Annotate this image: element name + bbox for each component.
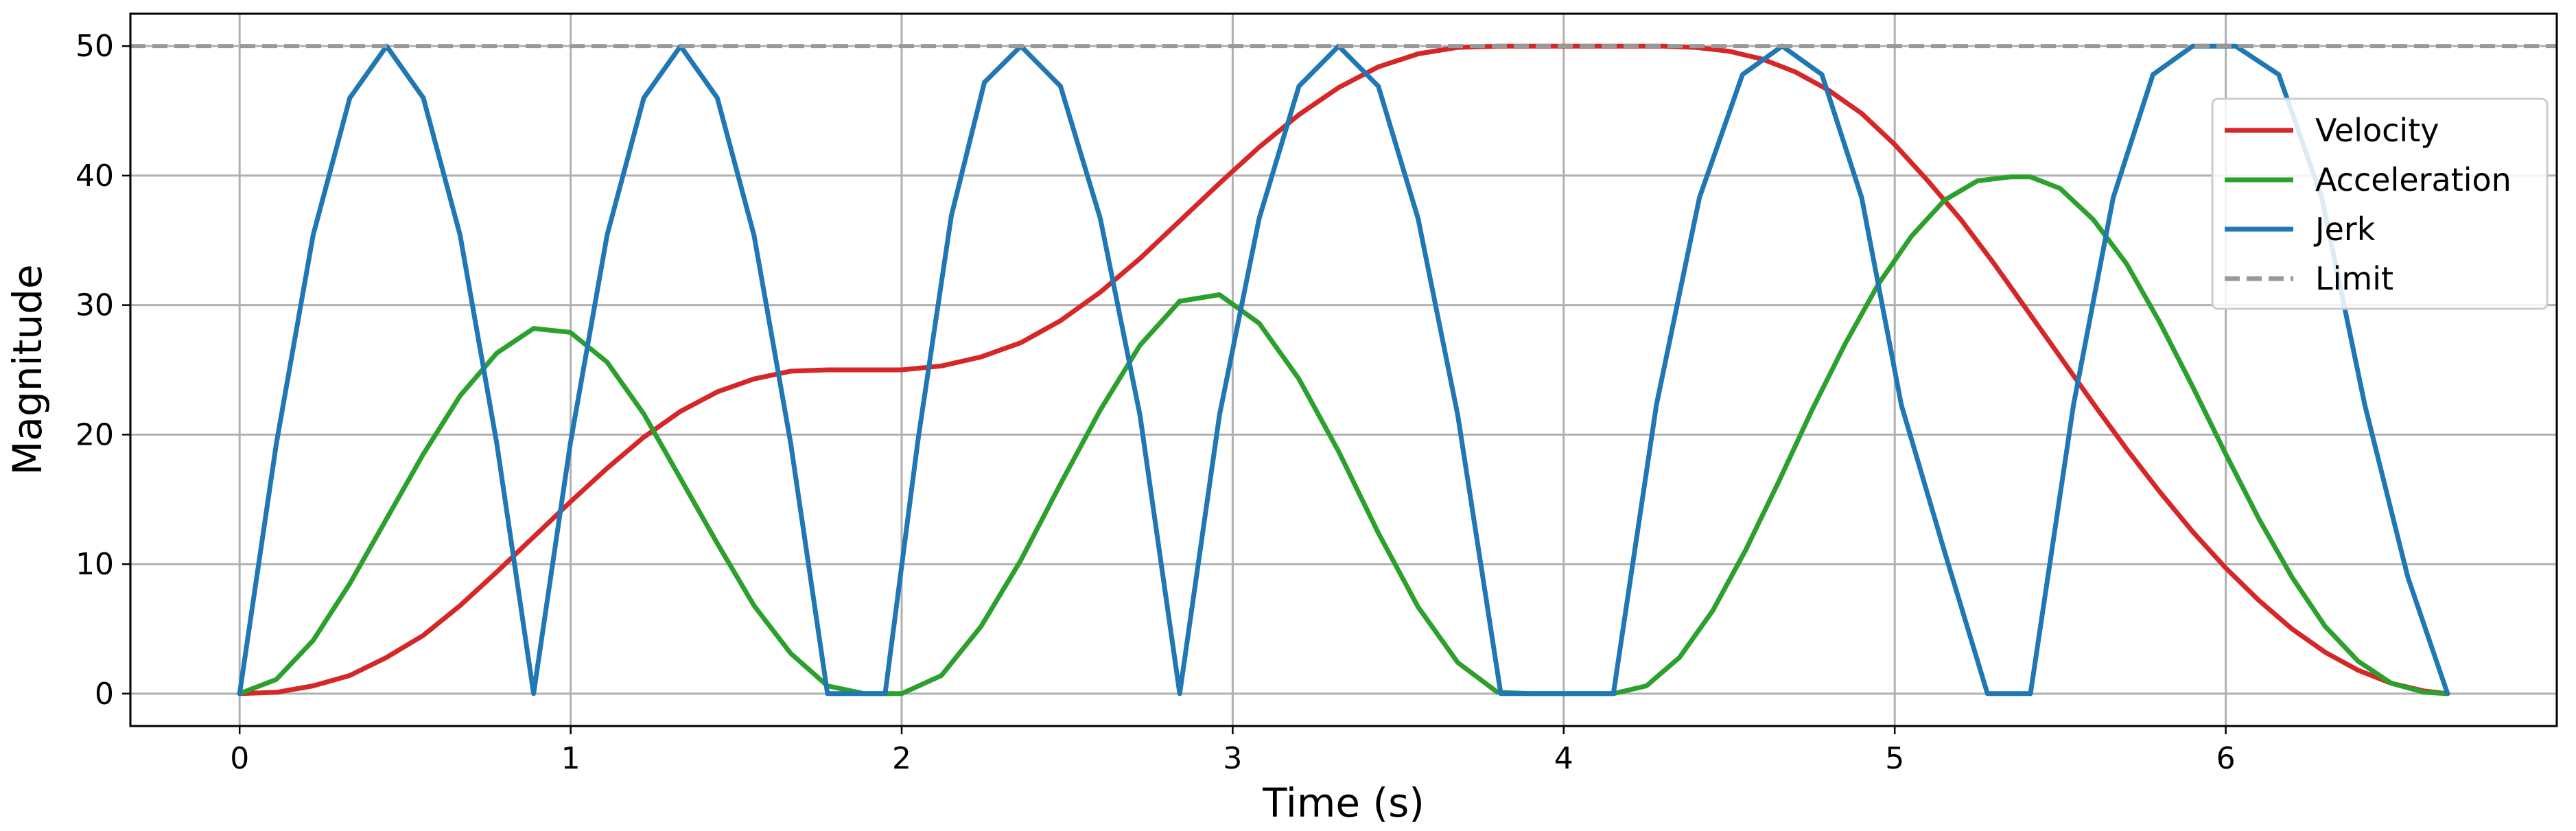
y-tick-label: 10: [75, 547, 114, 582]
series-layer: [130, 43, 2557, 697]
series-line-velocity: [237, 43, 2450, 697]
legend: Velocity Acceleration Jerk Limit: [2211, 97, 2549, 310]
y-tick-label: 0: [95, 677, 114, 712]
legend-label-velocity: Velocity: [2315, 112, 2439, 149]
y-tick-label: 50: [75, 29, 114, 64]
legend-item-acceleration: Acceleration: [2225, 161, 2511, 198]
tick-layer: 0 1 2 3 4 5 6 0 10 20 30 40 50: [75, 29, 2236, 776]
series-line-acceleration: [237, 174, 2450, 697]
legend-item-jerk: Jerk: [2225, 211, 2376, 248]
legend-item-velocity: Velocity: [2225, 112, 2439, 149]
x-tick-label: 3: [1223, 741, 1242, 776]
x-tick-label: 6: [2216, 741, 2236, 776]
legend-label-jerk: Jerk: [2313, 211, 2376, 248]
x-tick-label: 2: [892, 741, 911, 776]
y-tick-label: 20: [75, 417, 114, 452]
x-axis-label: Time (s): [1262, 780, 1425, 826]
x-tick-label: 1: [561, 741, 581, 776]
legend-item-limit: Limit: [2225, 260, 2393, 297]
y-axis-label: Magnitude: [4, 264, 51, 475]
plot-frame: [129, 12, 2558, 727]
y-tick-label: 40: [75, 159, 114, 194]
x-tick-label: 4: [1554, 741, 1573, 776]
y-tick-label: 30: [75, 288, 114, 323]
legend-label-acceleration: Acceleration: [2315, 161, 2511, 198]
legend-box: [2211, 97, 2549, 310]
grid-layer: [130, 14, 2557, 726]
series-line-jerk: [237, 43, 2450, 697]
x-tick-label: 0: [230, 741, 249, 776]
legend-label-limit: Limit: [2315, 260, 2393, 297]
x-tick-label: 5: [1885, 741, 1904, 776]
